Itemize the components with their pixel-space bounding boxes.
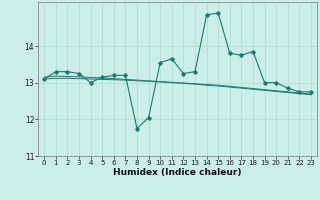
X-axis label: Humidex (Indice chaleur): Humidex (Indice chaleur): [113, 168, 242, 177]
